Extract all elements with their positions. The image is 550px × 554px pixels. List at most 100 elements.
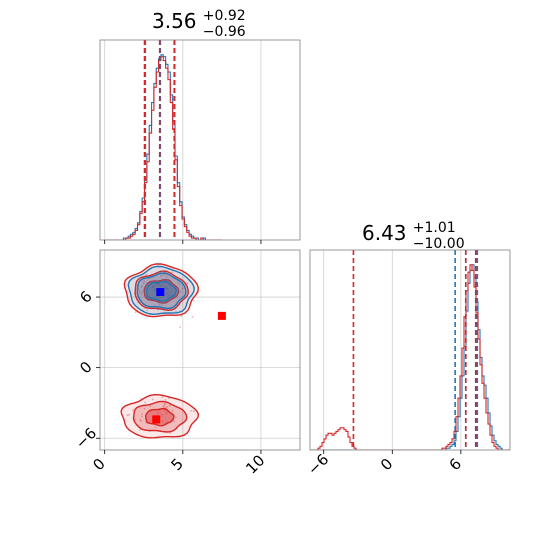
sample-point-blue — [178, 283, 181, 286]
sample-point-blue — [153, 285, 156, 288]
title-p1: 6.43 — [362, 221, 407, 245]
contour-group — [120, 263, 226, 439]
sample-point-blue — [166, 287, 169, 290]
sample-point-red — [139, 428, 142, 431]
sample-point-blue — [175, 310, 177, 313]
sample-point-red — [138, 291, 141, 294]
sample-point-red — [166, 293, 169, 296]
sample-point-blue — [140, 286, 143, 288]
sample-point-red — [190, 409, 193, 412]
sample-point-blue — [142, 282, 145, 285]
sample-point-red — [141, 415, 143, 418]
sample-point-red — [141, 413, 143, 415]
tick-label-2d-y: 0 — [76, 358, 95, 377]
sample-point-red — [192, 410, 195, 413]
p1-hist-group — [310, 250, 510, 450]
tick-label-p1-x: 6 — [446, 455, 465, 474]
sample-point-blue — [160, 304, 163, 307]
sample-point-red — [181, 287, 184, 290]
sample-point-blue — [169, 291, 172, 294]
sample-point-red — [158, 410, 161, 412]
sample-point-blue — [166, 287, 168, 290]
sample-point-red — [163, 402, 166, 405]
sample-point-red — [159, 275, 162, 278]
sample-point-red — [191, 316, 194, 318]
title-p0: 3.56 — [152, 9, 197, 33]
sample-point-red — [173, 420, 175, 423]
sample-point-blue — [164, 287, 167, 289]
sample-point-red — [174, 416, 177, 419]
sample-point-red — [164, 285, 167, 288]
sample-point-blue — [167, 295, 170, 298]
sample-point-red — [138, 289, 141, 292]
sample-point-red — [155, 283, 158, 285]
tick-label-p1-x: −6 — [304, 450, 332, 478]
sample-point-red — [159, 284, 162, 287]
title-p0-plus: +0.92 — [203, 8, 246, 24]
sample-point-red — [154, 288, 157, 291]
sample-point-red — [157, 297, 160, 299]
sample-point-red — [149, 405, 152, 407]
p1-hist-red-step — [310, 264, 510, 450]
marker-red — [152, 415, 161, 424]
marker-blue — [156, 288, 165, 296]
sample-point-blue — [167, 293, 170, 296]
tick-label-2d-y: 6 — [76, 287, 95, 306]
sample-point-blue — [158, 284, 160, 286]
tick-label-p1-x: 0 — [377, 455, 396, 474]
title-p0-minus: −0.96 — [203, 24, 246, 40]
sample-point-red — [166, 405, 168, 408]
sample-point-red — [157, 412, 160, 415]
sample-point-red — [151, 398, 154, 401]
frame-p0 — [99, 39, 301, 241]
p0-hist-group — [104, 40, 222, 240]
sample-point-red — [144, 401, 147, 404]
sample-point-blue — [160, 273, 163, 276]
sample-point-red — [143, 407, 146, 410]
sample-point-red — [140, 419, 143, 422]
title-p1-plus: +1.01 — [413, 220, 456, 236]
sample-point-blue — [177, 281, 180, 284]
p1-hist-blue-step — [310, 264, 510, 450]
frame-2d — [99, 249, 301, 451]
sample-point-red — [168, 404, 171, 407]
sample-point-red — [165, 293, 168, 296]
p0-hist-blue-step — [104, 54, 222, 240]
sample-point-red — [156, 308, 159, 311]
sample-point-red — [165, 291, 168, 293]
tick-label-2d-x: 5 — [168, 455, 187, 474]
sample-point-red — [161, 413, 163, 416]
sample-point-red — [154, 426, 157, 429]
title-p1-minus: −10.00 — [413, 236, 465, 252]
sample-point-red — [157, 282, 160, 285]
sample-point-red — [186, 282, 189, 285]
sample-point-red — [165, 412, 168, 415]
sample-point-red — [162, 405, 165, 408]
sample-point-red — [180, 315, 183, 317]
marker-red — [217, 311, 226, 320]
p0-hist-red-step — [104, 56, 222, 240]
sample-point-red — [163, 273, 166, 276]
sample-point-red — [132, 409, 134, 412]
sample-point-blue — [167, 288, 170, 291]
sample-point-red — [139, 419, 141, 422]
sample-point-red — [126, 414, 129, 417]
sample-point-red — [161, 396, 164, 399]
sample-point-red — [163, 404, 166, 406]
title-p0-value: 3.56 — [152, 9, 197, 33]
sample-point-red — [171, 409, 174, 412]
sample-point-blue — [153, 289, 156, 292]
tick-label-2d-y: −6 — [72, 424, 100, 452]
sample-point-red — [164, 399, 167, 401]
sample-point-red — [165, 276, 168, 278]
title-p1-value: 6.43 — [362, 221, 407, 245]
sample-point-blue — [153, 304, 156, 307]
sample-point-red — [151, 285, 154, 288]
sample-point-blue — [179, 291, 182, 294]
sample-point-red — [179, 326, 181, 329]
sample-point-blue — [152, 286, 154, 289]
sample-point-blue — [141, 291, 144, 293]
sample-point-red — [143, 280, 145, 283]
sample-point-red — [171, 271, 174, 273]
